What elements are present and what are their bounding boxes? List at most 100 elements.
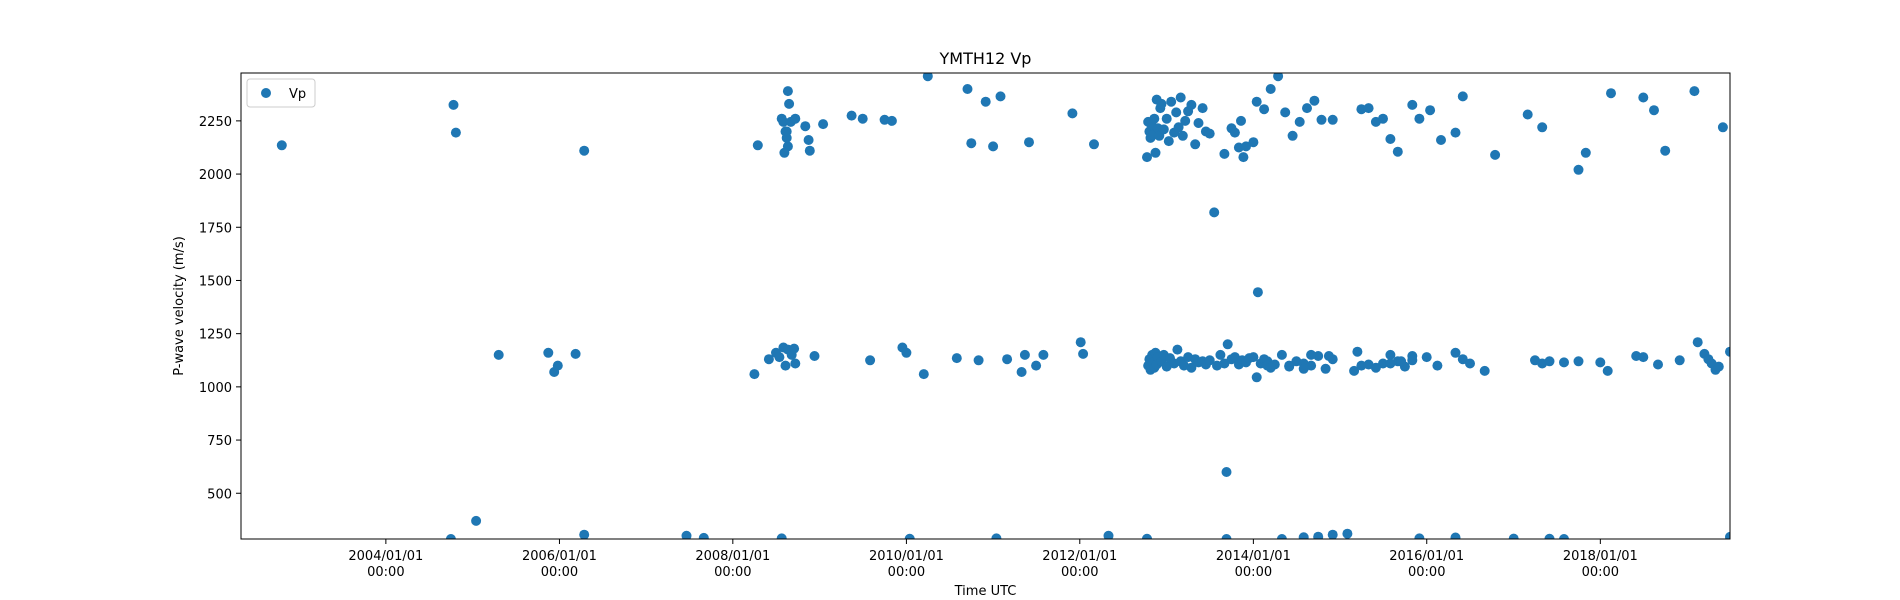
data-point	[1002, 354, 1013, 365]
data-point	[445, 534, 456, 539]
data-point	[1209, 207, 1220, 218]
x-tick-label-date: 2016/01/01	[1389, 549, 1464, 564]
x-tick-label-time: 00:00	[1235, 565, 1272, 580]
data-point	[1219, 148, 1230, 159]
data-points	[276, 73, 1730, 539]
data-point	[1251, 372, 1262, 383]
y-axis-label: P-wave velocity (m/s)	[172, 236, 187, 376]
data-point	[951, 353, 962, 364]
data-point	[1149, 113, 1160, 124]
data-point	[1580, 147, 1591, 158]
data-point	[804, 145, 815, 156]
data-point	[579, 145, 590, 156]
data-point	[1287, 130, 1298, 141]
data-point	[1251, 96, 1262, 107]
data-point	[995, 91, 1006, 102]
data-point	[681, 530, 692, 539]
data-point	[1407, 355, 1418, 366]
data-point	[803, 135, 814, 145]
data-point	[1024, 137, 1034, 148]
legend-label-vp: Vp	[289, 87, 306, 102]
y-tick-label: 2250	[199, 115, 232, 130]
x-tick-label-date: 2008/01/01	[695, 549, 770, 564]
data-point	[1175, 92, 1186, 103]
x-tick-label-date: 2004/01/01	[348, 549, 423, 564]
data-point	[922, 73, 933, 82]
data-point	[1190, 139, 1201, 150]
data-point	[1298, 363, 1309, 374]
data-point	[782, 86, 793, 97]
data-point	[1436, 135, 1446, 145]
data-point	[1215, 349, 1226, 360]
data-point	[450, 127, 461, 138]
y-tick-label: 1000	[199, 381, 232, 396]
data-point	[1559, 357, 1569, 368]
data-point	[918, 369, 929, 380]
data-point	[1166, 96, 1177, 107]
data-point	[1544, 356, 1555, 367]
data-point	[1378, 113, 1388, 124]
data-point	[779, 147, 790, 158]
data-point	[1385, 134, 1396, 144]
data-point	[1378, 358, 1388, 369]
data-point	[1352, 346, 1363, 357]
data-point	[1265, 84, 1276, 94]
data-point	[1638, 92, 1649, 103]
legend-marker-vp	[261, 88, 271, 98]
data-point	[1414, 113, 1425, 124]
data-point	[1559, 534, 1569, 539]
data-point	[1385, 358, 1396, 369]
data-point	[276, 140, 287, 151]
data-point	[1103, 530, 1114, 539]
data-point	[966, 138, 977, 149]
data-point	[1252, 287, 1263, 298]
data-point	[857, 113, 868, 124]
data-point	[988, 141, 999, 152]
data-point	[1316, 114, 1327, 125]
data-point	[1450, 347, 1461, 358]
x-tick-label-time: 00:00	[888, 565, 925, 580]
data-point	[991, 533, 1002, 539]
data-point	[790, 113, 801, 124]
data-point	[1725, 531, 1730, 539]
data-point	[1193, 118, 1204, 128]
x-tick-label-time: 00:00	[1061, 565, 1098, 580]
data-point	[1067, 108, 1078, 119]
x-tick-label-date: 2012/01/01	[1042, 549, 1117, 564]
data-point	[1432, 360, 1443, 371]
data-point	[1089, 139, 1099, 150]
data-point	[780, 360, 791, 371]
data-point	[962, 84, 973, 94]
data-point	[493, 349, 504, 360]
data-point	[1172, 344, 1183, 355]
data-point	[1280, 107, 1291, 118]
data-point	[1649, 105, 1659, 116]
x-tick-label-time: 00:00	[541, 565, 578, 580]
data-point	[1465, 358, 1475, 369]
x-axis-ticks: 2004/01/0100:002006/01/0100:002008/01/01…	[348, 539, 1638, 580]
data-point	[1173, 122, 1184, 133]
data-point	[1479, 365, 1490, 376]
data-point	[1327, 114, 1338, 125]
data-point	[1222, 339, 1233, 350]
data-point	[1276, 534, 1287, 539]
data-point	[471, 515, 482, 526]
legend-box	[246, 78, 316, 108]
data-point	[1407, 99, 1418, 110]
y-tick-label: 750	[207, 434, 232, 449]
data-point	[1142, 533, 1152, 539]
data-point	[1717, 122, 1728, 133]
data-point	[1544, 533, 1555, 539]
plot-area-frame	[240, 72, 1731, 540]
x-tick-label-time: 00:00	[714, 565, 751, 580]
data-point	[1186, 99, 1197, 110]
data-point	[1177, 130, 1188, 141]
data-point	[1349, 365, 1360, 376]
x-tick-label-date: 2006/01/01	[522, 549, 597, 564]
data-point	[809, 351, 820, 361]
data-point	[1595, 357, 1606, 368]
data-point	[1508, 533, 1519, 539]
data-point	[790, 358, 801, 369]
data-point	[1019, 349, 1030, 360]
